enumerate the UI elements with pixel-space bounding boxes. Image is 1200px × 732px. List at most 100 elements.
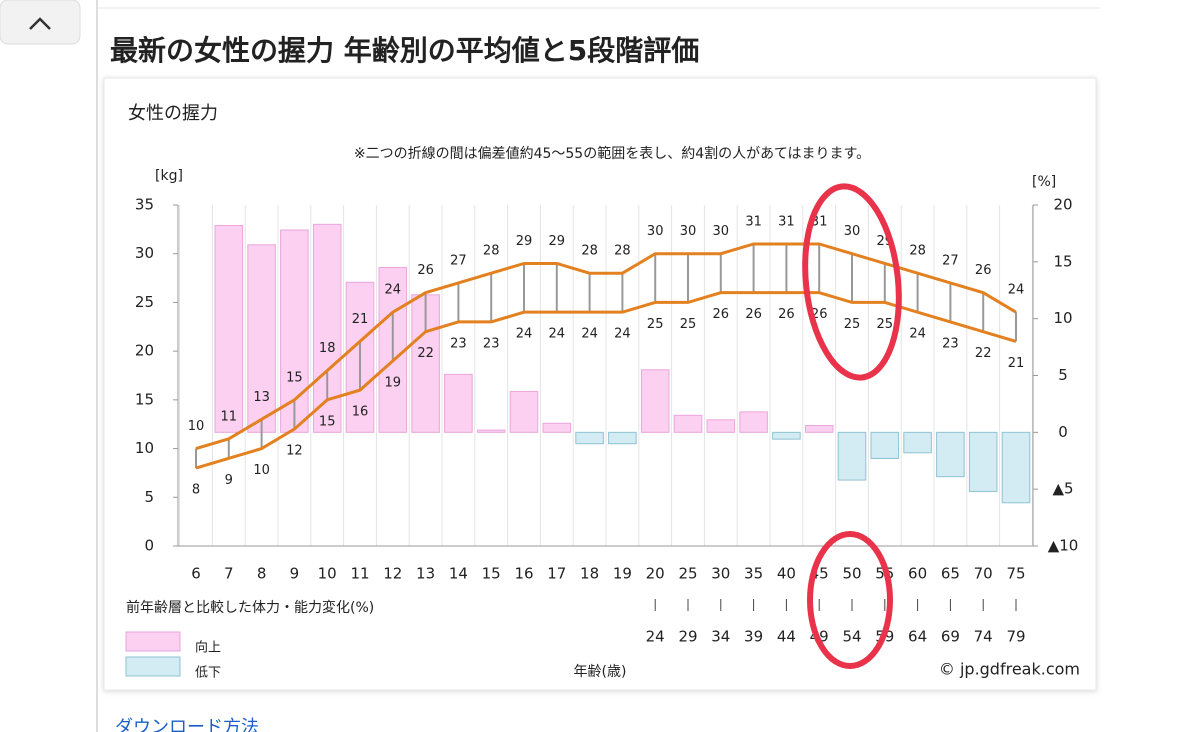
range-end-label: 44 xyxy=(777,628,796,646)
bar xyxy=(772,431,801,440)
bar xyxy=(575,431,604,445)
x-tick-label: 75 xyxy=(1006,565,1025,583)
copyright: © jp.gdfreak.com xyxy=(939,660,1080,679)
data-label: 25 xyxy=(647,317,664,332)
data-label: 15 xyxy=(286,370,303,385)
data-label: 9 xyxy=(225,473,233,488)
x-tick-label: 19 xyxy=(613,565,632,583)
data-label: 23 xyxy=(942,336,959,351)
data-label: 27 xyxy=(942,253,959,268)
y-tick-label: 35 xyxy=(135,196,154,214)
y-tick-label: 5 xyxy=(144,488,154,506)
data-label: 21 xyxy=(1008,356,1025,371)
plot: 0 5 10 15 20 25 30 35 ▲10 ▲5 0 5 10 15 20 6 7 8 9 10 11 12 13 1… xyxy=(125,196,1078,681)
data-label: 21 xyxy=(352,312,369,327)
range-end-label: 34 xyxy=(711,628,730,646)
x-tick-label: 16 xyxy=(514,565,533,583)
legend-swatch xyxy=(125,656,181,677)
range-end-label: 54 xyxy=(842,628,861,646)
y2-tick-label: 20 xyxy=(1053,196,1072,214)
caret-icon xyxy=(29,17,51,30)
data-label: 25 xyxy=(877,317,894,332)
bar-caption: 前年齢層と比較した体力・能力変化(%) xyxy=(126,599,374,616)
x-tick-label: 11 xyxy=(350,565,369,583)
y2-tick-label: ▲5 xyxy=(1052,480,1073,498)
data-label: 25 xyxy=(680,317,697,332)
bar xyxy=(1001,431,1031,504)
legend-label: 向上 xyxy=(195,640,221,656)
x-tick-label: 10 xyxy=(318,565,337,583)
y-tick-label: 10 xyxy=(135,439,154,457)
data-label: 30 xyxy=(647,224,664,239)
download-link[interactable]: ダウンロード方法 xyxy=(115,717,259,732)
x-axis-label: 年齢(歳) xyxy=(574,664,627,680)
data-label: 19 xyxy=(385,375,402,390)
x-tick-label: 13 xyxy=(416,565,435,583)
hand-drawn-circle xyxy=(807,531,893,669)
data-label: 29 xyxy=(549,234,566,249)
bar xyxy=(214,224,244,433)
x-tick-label: 8 xyxy=(257,565,267,583)
bar xyxy=(870,431,900,459)
x-tick-label: 7 xyxy=(224,565,234,583)
x-tick-label: 50 xyxy=(842,565,861,583)
line xyxy=(195,242,1017,451)
data-label: 18 xyxy=(319,341,336,356)
data-label: 24 xyxy=(909,327,926,342)
y2-tick-label: 15 xyxy=(1053,252,1072,270)
legend-swatch xyxy=(125,631,181,652)
x-tick-label: 14 xyxy=(449,565,468,583)
range-end-label: 79 xyxy=(1006,628,1025,646)
x-tick-label: 30 xyxy=(711,565,730,583)
y2-tick-label: 10 xyxy=(1053,309,1072,327)
data-label: 24 xyxy=(516,327,533,342)
collapse-button[interactable] xyxy=(0,0,81,45)
hand-drawn-circle xyxy=(802,183,902,381)
y-tick-label: 30 xyxy=(135,244,154,262)
x-tick-label: 60 xyxy=(908,565,927,583)
data-label: 25 xyxy=(844,317,861,332)
data-label: 28 xyxy=(581,244,598,259)
x-tick-label: 65 xyxy=(941,565,960,583)
y-axis-label: [kg] xyxy=(155,168,183,184)
bar xyxy=(903,431,932,454)
data-label: 24 xyxy=(581,327,598,342)
range-end-label: 29 xyxy=(678,628,697,646)
bar xyxy=(936,431,965,478)
data-label: 22 xyxy=(975,346,992,361)
range-end-label: 39 xyxy=(744,628,763,646)
data-label: 26 xyxy=(778,307,795,322)
data-label: 26 xyxy=(713,307,730,322)
data-label: 24 xyxy=(385,283,402,298)
x-tick-label: 25 xyxy=(678,565,697,583)
bar xyxy=(673,414,703,433)
line xyxy=(195,291,1017,470)
x-tick-label: 35 xyxy=(744,565,763,583)
bar xyxy=(837,431,867,481)
y-tick-label: 0 xyxy=(144,537,154,555)
data-label: 26 xyxy=(417,263,434,278)
x-tick-label: 17 xyxy=(547,565,566,583)
y2-tick-label: 5 xyxy=(1058,366,1068,384)
data-label: 8 xyxy=(192,483,200,498)
y-tick-label: 20 xyxy=(135,342,154,360)
x-tick-label: 9 xyxy=(290,565,300,583)
data-label: 28 xyxy=(483,244,500,259)
data-label: 23 xyxy=(483,336,500,351)
y-tick-label: 15 xyxy=(135,390,154,408)
data-label: 10 xyxy=(253,463,270,478)
bar xyxy=(804,425,834,433)
data-label: 29 xyxy=(516,234,533,249)
data-label: 22 xyxy=(417,346,434,361)
x-tick-label: 6 xyxy=(191,565,201,583)
bar xyxy=(640,369,670,433)
x-tick-label: 15 xyxy=(482,565,501,583)
data-label: 31 xyxy=(778,214,795,229)
bar xyxy=(509,390,539,433)
range-end-label: 69 xyxy=(941,628,960,646)
data-label: 12 xyxy=(286,444,303,459)
data-label: 28 xyxy=(909,244,926,259)
data-label: 15 xyxy=(319,414,336,429)
